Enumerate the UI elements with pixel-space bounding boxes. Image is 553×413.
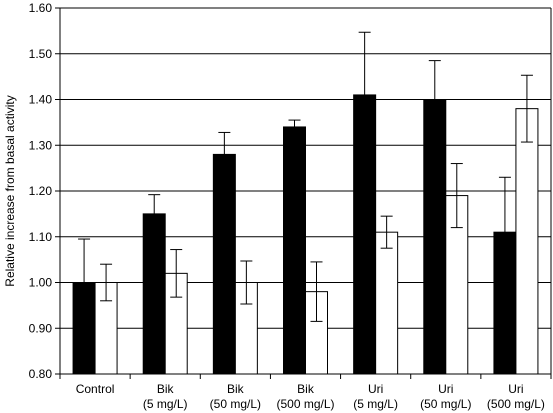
- x-tick-label: Uri: [368, 382, 383, 396]
- y-tick-label: 1.10: [29, 230, 53, 244]
- y-tick-label: 1.40: [29, 93, 53, 107]
- x-tick-label: Bik: [297, 382, 315, 396]
- bar-light: [375, 231, 399, 375]
- x-tick-label: (500 mg/L): [276, 397, 334, 411]
- bar-light: [515, 108, 539, 375]
- x-tick-label: Uri: [508, 382, 523, 396]
- bar-dark: [423, 99, 447, 375]
- bar-dark: [212, 153, 236, 375]
- bar-dark: [283, 126, 306, 375]
- x-tick-label: (50 mg/L): [210, 397, 261, 411]
- y-tick-label: 0.80: [29, 367, 53, 381]
- y-tick-label: 1.20: [29, 184, 53, 198]
- y-axis-label: Relative increase from basal activity: [3, 95, 17, 286]
- y-tick-label: 0.90: [29, 321, 53, 335]
- y-tick-label: 1.00: [29, 276, 53, 290]
- x-tick-label: (500 mg/L): [487, 397, 545, 411]
- x-tick-label: Bik: [157, 382, 175, 396]
- y-tick-label: 1.60: [29, 1, 53, 15]
- x-tick-label: (5 mg/L): [143, 397, 188, 411]
- x-tick-label: (50 mg/L): [420, 397, 471, 411]
- bar-dark: [142, 213, 166, 375]
- x-tick-label: Control: [76, 382, 115, 396]
- x-tick-label: Uri: [438, 382, 453, 396]
- y-tick-label: 1.50: [29, 47, 53, 61]
- y-tick-label: 1.30: [29, 138, 53, 152]
- x-tick-label: (5 mg/L): [353, 397, 398, 411]
- x-tick-label: Bik: [227, 382, 245, 396]
